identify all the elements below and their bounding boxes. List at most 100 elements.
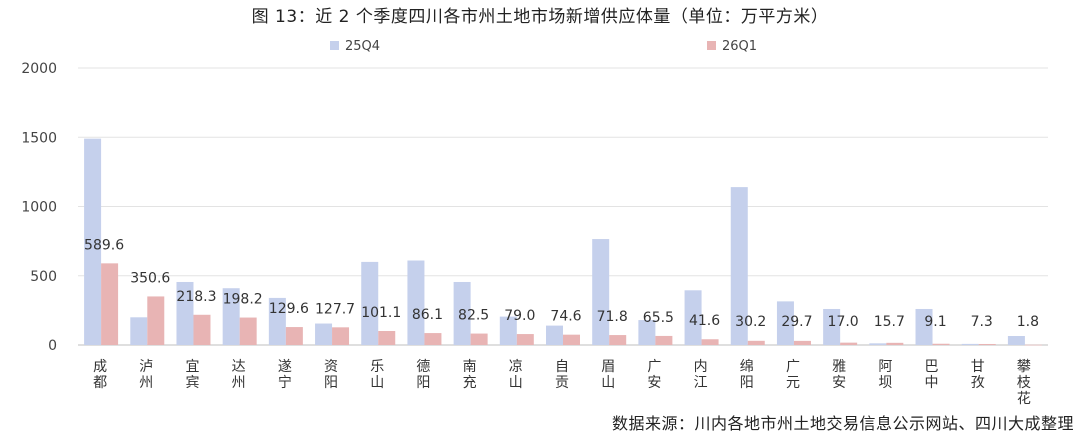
x-tick-label: 阳 xyxy=(740,375,754,391)
bar-25q4 xyxy=(130,317,148,345)
x-tick-label: 山 xyxy=(601,375,615,391)
bar-25q4 xyxy=(1007,335,1025,345)
bar-26q1 xyxy=(563,334,580,345)
chart-title: 图 13：近 2 个季度四川各市州土地市场新增供应体量（单位：万平方米） xyxy=(251,7,829,27)
x-tick-label: 宾 xyxy=(185,375,199,391)
data-label: 218.3 xyxy=(176,289,216,305)
data-label: 41.6 xyxy=(689,313,720,329)
bar-26q1 xyxy=(609,335,627,345)
x-tick-label: 山 xyxy=(509,375,523,391)
data-label: 7.3 xyxy=(971,314,993,330)
bar-25q4 xyxy=(222,288,240,345)
x-tick-label: 德 xyxy=(416,359,430,375)
bar-26q1 xyxy=(332,327,350,345)
bar-26q1 xyxy=(193,314,211,345)
bar-25q4 xyxy=(407,260,425,345)
x-tick-label: 阿 xyxy=(878,359,892,375)
x-tick-label: 广 xyxy=(647,359,661,375)
bar-26q1 xyxy=(655,335,673,345)
y-tick-label: 0 xyxy=(48,338,57,354)
y-tick-label: 1000 xyxy=(21,200,57,216)
bar-25q4 xyxy=(869,343,887,345)
bar-26q1 xyxy=(516,334,534,345)
bar-25q4 xyxy=(315,323,333,345)
bar-25q4 xyxy=(684,290,702,345)
bar-25q4 xyxy=(84,138,102,345)
bar-26q1 xyxy=(978,343,996,345)
source-note: 数据来源：川内各地市州土地交易信息公示网站、四川大成整理 xyxy=(611,414,1074,433)
x-tick-label: 宜 xyxy=(185,359,199,375)
data-label: 9.1 xyxy=(924,314,946,330)
bar-25q4 xyxy=(176,281,194,345)
bar-25q4 xyxy=(961,343,979,345)
bar-26q1 xyxy=(747,340,765,345)
bar-26q1 xyxy=(424,333,442,345)
bar-25q4 xyxy=(776,301,794,345)
data-label: 29.7 xyxy=(781,314,812,330)
bar-25q4 xyxy=(268,297,286,345)
x-tick-label: 内 xyxy=(694,359,708,375)
bar-25q4 xyxy=(453,281,471,345)
data-label: 82.5 xyxy=(458,308,489,324)
y-tick-label: 2000 xyxy=(21,61,57,77)
x-tick-label: 元 xyxy=(786,375,800,391)
x-tick-label: 攀 xyxy=(1017,359,1031,375)
x-tick-label: 乐 xyxy=(370,359,384,375)
bar-26q1 xyxy=(378,330,396,345)
x-tick-label: 资 xyxy=(324,359,338,375)
bar-26q1 xyxy=(470,333,488,345)
x-tick-label: 雅 xyxy=(832,359,846,375)
bar-26q1 xyxy=(793,340,811,345)
x-tick-label: 凉 xyxy=(509,359,523,375)
x-tick-label: 山 xyxy=(370,375,384,391)
data-label: 127.7 xyxy=(315,301,355,317)
x-tick-label: 贡 xyxy=(555,375,569,391)
x-tick-label: 阳 xyxy=(416,375,430,391)
data-label: 101.1 xyxy=(361,305,401,321)
bar-25q4 xyxy=(546,325,563,345)
data-label: 65.5 xyxy=(643,310,674,326)
data-label: 589.6 xyxy=(84,237,124,253)
x-tick-label: 枝 xyxy=(1017,375,1031,391)
legend-swatch xyxy=(707,41,716,50)
bar-25q4 xyxy=(823,308,841,345)
x-tick-label: 都 xyxy=(93,375,107,391)
bar-26q1 xyxy=(239,317,257,345)
bar-25q4 xyxy=(361,261,379,345)
x-tick-label: 州 xyxy=(139,375,153,391)
data-label: 129.6 xyxy=(269,301,309,317)
data-label: 198.2 xyxy=(223,292,263,308)
bar-26q1 xyxy=(932,343,950,345)
y-tick-label: 1500 xyxy=(21,130,57,146)
x-tick-label: 中 xyxy=(925,375,939,391)
bar-26q1 xyxy=(1024,344,1042,346)
data-label: 86.1 xyxy=(412,307,443,323)
bar-25q4 xyxy=(638,320,656,345)
x-tick-label: 孜 xyxy=(971,375,985,391)
bar-25q4 xyxy=(592,239,610,345)
data-label: 30.2 xyxy=(735,314,766,330)
data-label: 15.7 xyxy=(874,314,905,330)
bar-25q4 xyxy=(915,308,933,345)
x-tick-label: 达 xyxy=(232,359,246,375)
bar-26q1 xyxy=(886,342,904,345)
x-tick-label: 巴 xyxy=(925,359,939,375)
x-tick-label: 甘 xyxy=(971,359,985,375)
x-tick-label: 宁 xyxy=(278,374,292,391)
data-label: 79.0 xyxy=(504,308,535,324)
x-tick-label: 安 xyxy=(832,375,846,391)
x-tick-label: 成 xyxy=(93,359,107,375)
x-tick-label: 南 xyxy=(463,359,477,375)
x-tick-label: 阳 xyxy=(324,375,338,391)
x-tick-label: 眉 xyxy=(601,359,615,375)
x-tick-label: 花 xyxy=(1017,391,1031,407)
x-tick-label: 泸 xyxy=(139,359,153,375)
legend-label: 26Q1 xyxy=(722,39,757,54)
bar-26q1 xyxy=(840,342,858,345)
x-tick-label: 充 xyxy=(463,375,477,391)
bar-26q1 xyxy=(285,327,303,345)
x-tick-label: 安 xyxy=(647,375,661,391)
x-tick-label: 州 xyxy=(232,375,246,391)
